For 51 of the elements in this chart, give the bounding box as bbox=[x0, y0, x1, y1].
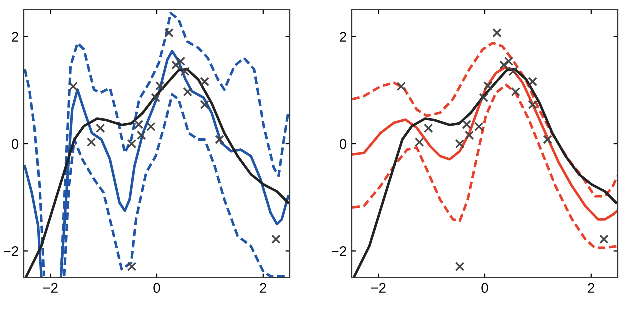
point bbox=[455, 139, 465, 149]
point bbox=[180, 67, 190, 76]
point bbox=[86, 138, 96, 148]
point bbox=[543, 135, 552, 144]
point bbox=[136, 130, 146, 140]
y-tick-label: 0 bbox=[12, 139, 19, 150]
x-tick-label: 2 bbox=[260, 283, 267, 293]
point bbox=[164, 28, 174, 38]
point bbox=[528, 77, 538, 86]
point bbox=[272, 234, 281, 244]
point bbox=[484, 81, 493, 91]
point bbox=[156, 81, 165, 91]
point bbox=[474, 122, 484, 132]
point bbox=[492, 28, 502, 38]
point bbox=[151, 93, 161, 103]
point bbox=[176, 56, 186, 66]
point bbox=[215, 135, 224, 144]
point bbox=[414, 138, 424, 148]
x-tick-label: 2 bbox=[588, 283, 595, 293]
point bbox=[127, 139, 137, 149]
point bbox=[183, 87, 192, 97]
point bbox=[455, 262, 465, 272]
point bbox=[600, 234, 609, 244]
point bbox=[127, 262, 137, 272]
point bbox=[500, 60, 509, 70]
y-tick-label: 0 bbox=[340, 139, 347, 150]
point bbox=[504, 56, 514, 66]
y-tick-label: −2 bbox=[4, 246, 18, 256]
x-tick-label: 0 bbox=[482, 283, 488, 294]
point bbox=[200, 77, 210, 86]
y-tick-label: 2 bbox=[12, 32, 18, 42]
point bbox=[508, 67, 518, 76]
point bbox=[96, 124, 106, 134]
point bbox=[464, 130, 474, 140]
x-tick-label: −2 bbox=[371, 283, 386, 293]
point bbox=[479, 93, 489, 103]
line-series bbox=[352, 84, 618, 250]
point bbox=[462, 120, 472, 130]
point bbox=[511, 87, 520, 97]
point bbox=[200, 100, 210, 110]
point bbox=[68, 82, 78, 92]
y-tick-label: 2 bbox=[340, 32, 346, 42]
y-tick-label: −2 bbox=[332, 246, 346, 256]
point bbox=[172, 60, 181, 70]
x-tick-label: −2 bbox=[43, 283, 58, 293]
point bbox=[134, 120, 144, 130]
point bbox=[424, 124, 434, 134]
x-tick-label: 0 bbox=[154, 283, 160, 294]
point bbox=[396, 82, 406, 92]
point bbox=[528, 100, 538, 110]
point bbox=[146, 122, 156, 132]
